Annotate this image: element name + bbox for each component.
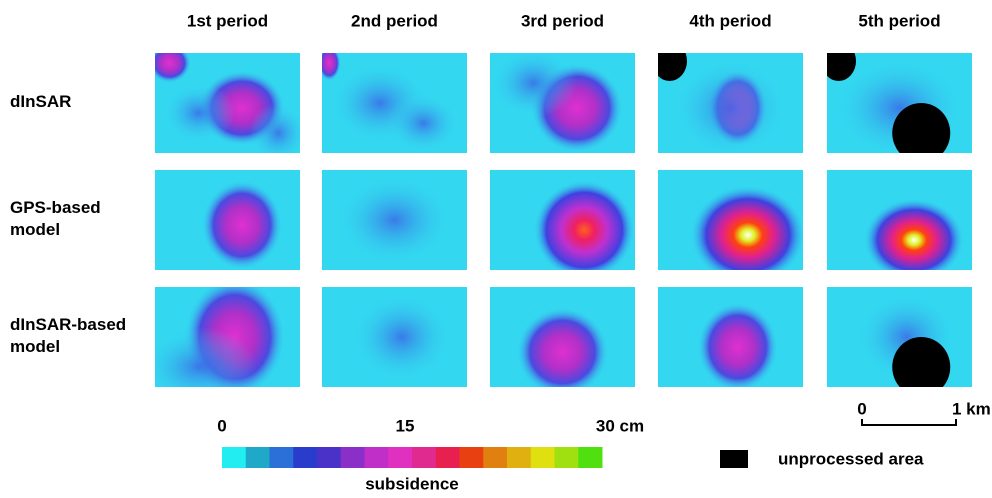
map-panel	[490, 170, 635, 280]
subsidence-area	[387, 93, 460, 153]
map-panel	[148, 43, 308, 163]
unprocessed-area	[652, 41, 687, 81]
colorbar-swatch	[507, 447, 531, 468]
subsidence-area	[534, 180, 636, 280]
subsidence-area	[162, 83, 235, 143]
colorbar-tick-label: 0	[217, 416, 226, 435]
map-panel	[141, 277, 301, 407]
colorbar-swatch	[578, 447, 602, 468]
colorbar-swatch	[388, 447, 412, 468]
map-panel	[318, 45, 467, 153]
unprocessed-area	[892, 337, 950, 397]
map-panel	[155, 170, 300, 270]
row-label: dInSAR	[10, 92, 71, 111]
legend-swatch	[720, 450, 748, 468]
colorbar-swatch	[460, 447, 484, 468]
column-header: 4th period	[689, 11, 771, 30]
map-panel	[658, 287, 803, 392]
colorbar-swatch	[365, 447, 389, 468]
subsidence-area	[673, 58, 789, 158]
colorbar-swatch	[222, 447, 246, 468]
colorbar-swatch	[293, 447, 317, 468]
colorbar-swatch	[555, 447, 579, 468]
colorbar-label: subsidence	[365, 474, 459, 493]
column-header: 3rd period	[521, 11, 604, 30]
subsidence-area	[516, 307, 609, 397]
subsidence-area	[337, 175, 453, 265]
subsidence-area	[690, 185, 806, 285]
map-panel	[322, 287, 467, 387]
legend-label: unprocessed area	[778, 449, 924, 468]
map-panel	[490, 287, 635, 397]
colorbar-swatch	[531, 447, 555, 468]
colorbar-tick-label: 30 cm	[596, 416, 644, 435]
subsidence-area	[141, 327, 257, 407]
colorbar-swatch	[246, 447, 270, 468]
subsidence-area	[249, 103, 307, 163]
unprocessed-area	[892, 103, 950, 163]
subsidence-area	[318, 45, 341, 81]
subsidence-area	[490, 48, 577, 118]
map-panel	[827, 287, 972, 397]
subsidence-area	[201, 180, 282, 270]
colorbar-swatch	[270, 447, 294, 468]
scale-start: 0	[857, 399, 866, 418]
colorbar-swatch	[317, 447, 341, 468]
subsidence-area	[148, 43, 192, 83]
column-header: 5th period	[858, 11, 940, 30]
column-header: 2nd period	[351, 11, 438, 30]
subsidence-area	[697, 302, 778, 392]
colorbar-swatch	[341, 447, 365, 468]
unprocessed-area	[821, 41, 856, 81]
figure: unprocessed area 0 1 km subsidence 1st p…	[0, 0, 992, 493]
subsidence-area	[863, 198, 965, 282]
scale-end: 1 km	[952, 399, 991, 418]
map-panel	[827, 170, 972, 282]
colorbar-swatch	[412, 447, 436, 468]
colorbar-swatch	[436, 447, 460, 468]
colorbar-swatch	[483, 447, 507, 468]
map-panel	[821, 41, 972, 163]
map-panel	[322, 170, 467, 270]
map-panel	[652, 41, 803, 158]
map-panel	[658, 170, 806, 285]
column-header: 1st period	[187, 11, 268, 30]
colorbar-tick-label: 15	[396, 416, 415, 435]
subsidence-area	[351, 292, 453, 382]
map-panel	[490, 48, 635, 153]
